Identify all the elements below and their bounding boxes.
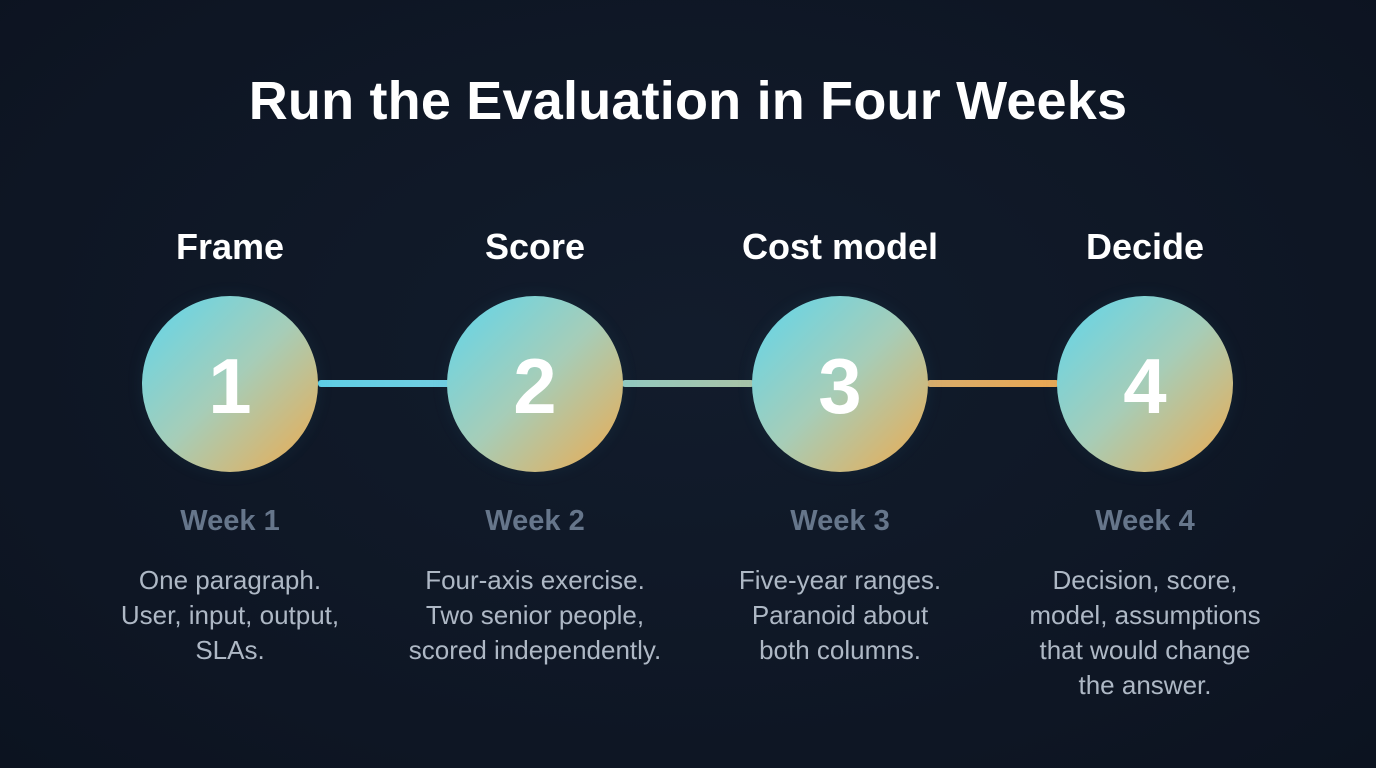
description-line: User, input, output, <box>120 600 340 630</box>
description-line: Five-year ranges. <box>738 565 942 595</box>
step-number: 1 <box>208 342 252 430</box>
description-line: both columns. <box>759 635 921 665</box>
step-week: Week 2 <box>485 505 585 537</box>
timeline-step-2: Score 2 Week 2 Four-axis exercise. Two s… <box>370 0 700 768</box>
description-line: that would change <box>1039 635 1251 665</box>
description-line: the answer. <box>1078 670 1212 700</box>
description-line: model, assumptions <box>1029 600 1261 630</box>
description-line: Decision, score, <box>1052 565 1238 595</box>
step-description: Four-axis exercise. Two senior people, s… <box>370 563 700 668</box>
step-description: One paragraph. User, input, output, SLAs… <box>65 563 395 668</box>
description-line: Four-axis exercise. <box>425 565 645 595</box>
timeline-step-4: Decide 4 Week 4 Decision, score, model, … <box>980 0 1310 768</box>
step-week: Week 3 <box>790 505 890 537</box>
step-label: Frame <box>175 226 285 267</box>
description-line: Two senior people, <box>425 600 645 630</box>
connector-3-4 <box>927 380 1059 387</box>
step-label: Score <box>484 226 586 267</box>
step-number: 4 <box>1123 342 1167 430</box>
description-line: One paragraph. <box>138 565 322 595</box>
step-week: Week 4 <box>1095 505 1195 537</box>
connector-2-3 <box>622 380 754 387</box>
step-description: Decision, score, model, assumptions that… <box>980 563 1310 703</box>
timeline-step-1: Frame 1 Week 1 One paragraph. User, inpu… <box>65 0 395 768</box>
timeline-step-3: Cost model 3 Week 3 Five-year ranges. Pa… <box>675 0 1005 768</box>
step-description: Five-year ranges. Paranoid about both co… <box>675 563 1005 668</box>
description-line: SLAs. <box>195 635 265 665</box>
step-number-circle: 2 <box>447 296 623 472</box>
slide-title: Run the Evaluation in Four Weeks <box>248 71 1128 131</box>
step-number: 2 <box>513 342 557 430</box>
step-label: Cost model <box>741 226 938 267</box>
step-number-circle: 1 <box>142 296 318 472</box>
connector-1-2 <box>318 380 450 387</box>
description-line: scored independently. <box>408 635 662 665</box>
step-number-circle: 3 <box>752 296 928 472</box>
step-number-circle: 4 <box>1057 296 1233 472</box>
step-label: Decide <box>1085 226 1205 267</box>
step-week: Week 1 <box>180 505 280 537</box>
step-number: 3 <box>818 342 862 430</box>
description-line: Paranoid about <box>751 600 929 630</box>
